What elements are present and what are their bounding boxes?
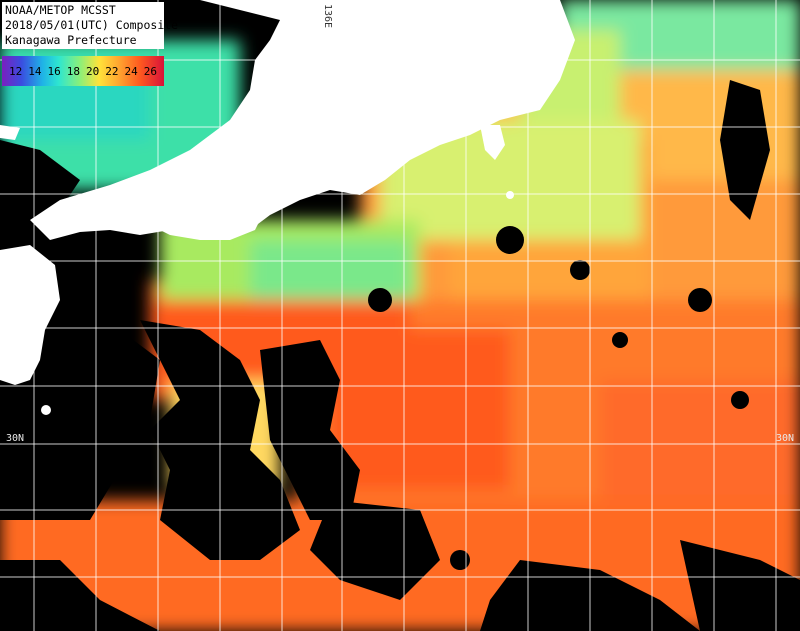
legend-tick: 16: [47, 64, 61, 78]
legend-tick: 22: [105, 64, 119, 78]
lat-label-30n-left: 30N: [6, 433, 25, 444]
legend-tick: 26: [143, 64, 157, 78]
header-box: NOAA/METOP MCSST 2018/05/01(UTC) Composi…: [2, 2, 179, 49]
title-line-1: NOAA/METOP MCSST: [5, 3, 116, 17]
legend-tick: 12: [9, 64, 23, 78]
legend-tick: 18: [66, 64, 80, 78]
legend-tick: 24: [124, 64, 138, 78]
lon-label-136e: 136E: [322, 4, 333, 29]
legend-tick: 14: [28, 64, 42, 78]
legend-tick: 20: [86, 64, 100, 78]
lat-label-30n-right: 30N: [776, 433, 795, 444]
title-line-3: Kanagawa Prefecture: [5, 33, 137, 47]
title-line-2: 2018/05/01(UTC) Composite: [5, 18, 179, 32]
color-legend: 12 14 16 18 20 22 24 26: [2, 56, 164, 86]
